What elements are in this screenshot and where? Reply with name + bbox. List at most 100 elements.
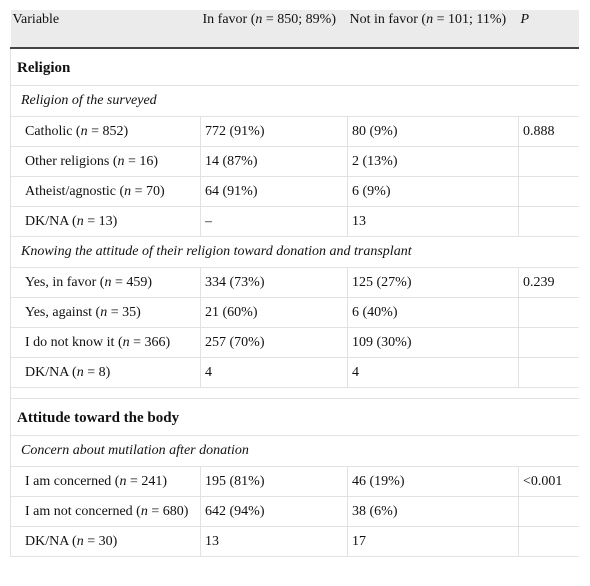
text-part: Yes, against ( (25, 304, 101, 320)
row-label: Atheist/agnostic (n = 70) (10, 175, 201, 207)
subsection-row: Knowing the attitude of their religion t… (10, 235, 579, 268)
text-part: = 30) (83, 533, 118, 549)
section-title: Religion (10, 47, 579, 86)
data-row: Yes, in favor (n = 459) 334 (73%) 125 (27%… (10, 266, 579, 298)
cell (518, 145, 579, 177)
text-part: Yes, in favor ( (25, 274, 105, 290)
cell: 46 (19%) (347, 465, 519, 497)
cell: 772 (91%) (200, 115, 348, 147)
text-part: n (122, 334, 130, 350)
cell: 257 (70%) (200, 326, 348, 358)
text-part: Catholic ( (25, 123, 81, 139)
text-part: = 852) (87, 123, 129, 139)
cell (518, 326, 579, 358)
cell: 0.239 (518, 266, 579, 298)
cell: 13 (200, 525, 348, 557)
cell (518, 356, 579, 388)
cell (518, 525, 579, 557)
text-part: = 8) (83, 364, 111, 380)
cell (518, 495, 579, 527)
row-label: DK/NA (n = 8) (10, 356, 201, 388)
text-part: n (80, 123, 88, 139)
cell: 14 (87%) (200, 145, 348, 177)
cell: – (200, 205, 348, 237)
subsection-title: Knowing the attitude of their religion t… (10, 235, 579, 268)
text-part: = 366) (129, 334, 171, 350)
data-row: I do not know it (n = 366) 257 (70%) 109 (… (10, 326, 579, 358)
text-part: I am concerned ( (25, 473, 120, 489)
spacer-row (10, 386, 579, 399)
data-row: DK/NA (n = 30) 13 17 (10, 525, 579, 557)
text-part: = 680) (147, 503, 189, 519)
section-row: Attitude toward the body (10, 397, 579, 436)
text-part: n (119, 473, 127, 489)
data-table: Variable In favor (n = 850; 89%) Not in fa… (10, 10, 579, 557)
text-part: = 35) (107, 304, 141, 320)
text-part: DK/NA ( (25, 533, 77, 549)
row-label: I am not concerned (n = 680) (10, 495, 201, 527)
row-label: I am concerned (n = 241) (10, 465, 201, 497)
cell: 109 (30%) (347, 326, 519, 358)
text-part: n (76, 533, 84, 549)
cell: 21 (60%) (200, 296, 348, 328)
subsection-title: Religion of the surveyed (10, 84, 579, 117)
spacer-cell (10, 386, 579, 399)
text-part: n (76, 213, 84, 229)
cell: <0.001 (518, 465, 579, 497)
text-part: = 241) (126, 473, 168, 489)
row-label: I do not know it (n = 366) (10, 326, 201, 358)
text-part: = 13) (83, 213, 118, 229)
row-label: Yes, against (n = 35) (10, 296, 201, 328)
cell: 125 (27%) (347, 266, 519, 298)
text-part: I do not know it ( (25, 334, 123, 350)
data-row: Atheist/agnostic (n = 70) 64 (91%) 6 (9%) (10, 175, 579, 207)
subsection-title: Concern about mutilation after donation (10, 434, 579, 467)
text-part: n (100, 304, 108, 320)
subsection-row: Concern about mutilation after donation (10, 434, 579, 467)
text-part: n (104, 274, 112, 290)
cell: 4 (200, 356, 348, 388)
text-part: In favor ( (202, 12, 256, 27)
text-part: n (117, 153, 125, 169)
text-part: n (140, 503, 148, 519)
data-row: I am concerned (n = 241) 195 (81%) 46 (19%… (10, 465, 579, 497)
text-part: DK/NA ( (25, 213, 77, 229)
row-label: Catholic (n = 852) (10, 115, 201, 147)
cell: 80 (9%) (347, 115, 519, 147)
cell: 38 (6%) (347, 495, 519, 527)
text-part: n (255, 12, 263, 27)
cell: 0.888 (518, 115, 579, 147)
text-part: = 850; 89%) (262, 12, 336, 27)
cell: 64 (91%) (200, 175, 348, 207)
header-cell: In favor (n = 850; 89%) (200, 10, 348, 49)
cell: 6 (9%) (347, 175, 519, 207)
text-part: I am not concerned ( (25, 503, 141, 519)
cell: 13 (347, 205, 519, 237)
text-part: DK/NA ( (25, 364, 77, 380)
section-row: Religion (10, 47, 579, 86)
cell (518, 296, 579, 328)
data-row: Other religions (n = 16) 14 (87%) 2 (13%) (10, 145, 579, 177)
cell: 4 (347, 356, 519, 388)
data-row: I am not concerned (n = 680) 642 (94%) 38 … (10, 495, 579, 527)
text-part: n (76, 364, 84, 380)
section-title: Attitude toward the body (10, 397, 579, 436)
cell: 6 (40%) (347, 296, 519, 328)
text-part: = 16) (124, 153, 159, 169)
text-part: = 70) (131, 183, 165, 199)
subsection-row: Religion of the surveyed (10, 84, 579, 117)
cell (518, 175, 579, 207)
text-part: Atheist/agnostic ( (25, 183, 125, 199)
text-part: = 101; 11%) (433, 12, 507, 27)
table-body: Religion Religion of the surveyed Catholic… (10, 47, 579, 557)
row-label: DK/NA (n = 13) (10, 205, 201, 237)
row-label: Other religions (n = 16) (10, 145, 201, 177)
cell: 17 (347, 525, 519, 557)
text-part: n (124, 183, 132, 199)
header-row: Variable In favor (n = 850; 89%) Not in fa… (10, 10, 579, 49)
cell: 642 (94%) (200, 495, 348, 527)
row-label: DK/NA (n = 30) (10, 525, 201, 557)
data-row: Catholic (n = 852) 772 (91%) 80 (9%) 0.888 (10, 115, 579, 147)
text-part: = 459) (111, 274, 153, 290)
text-part: n (426, 12, 434, 27)
